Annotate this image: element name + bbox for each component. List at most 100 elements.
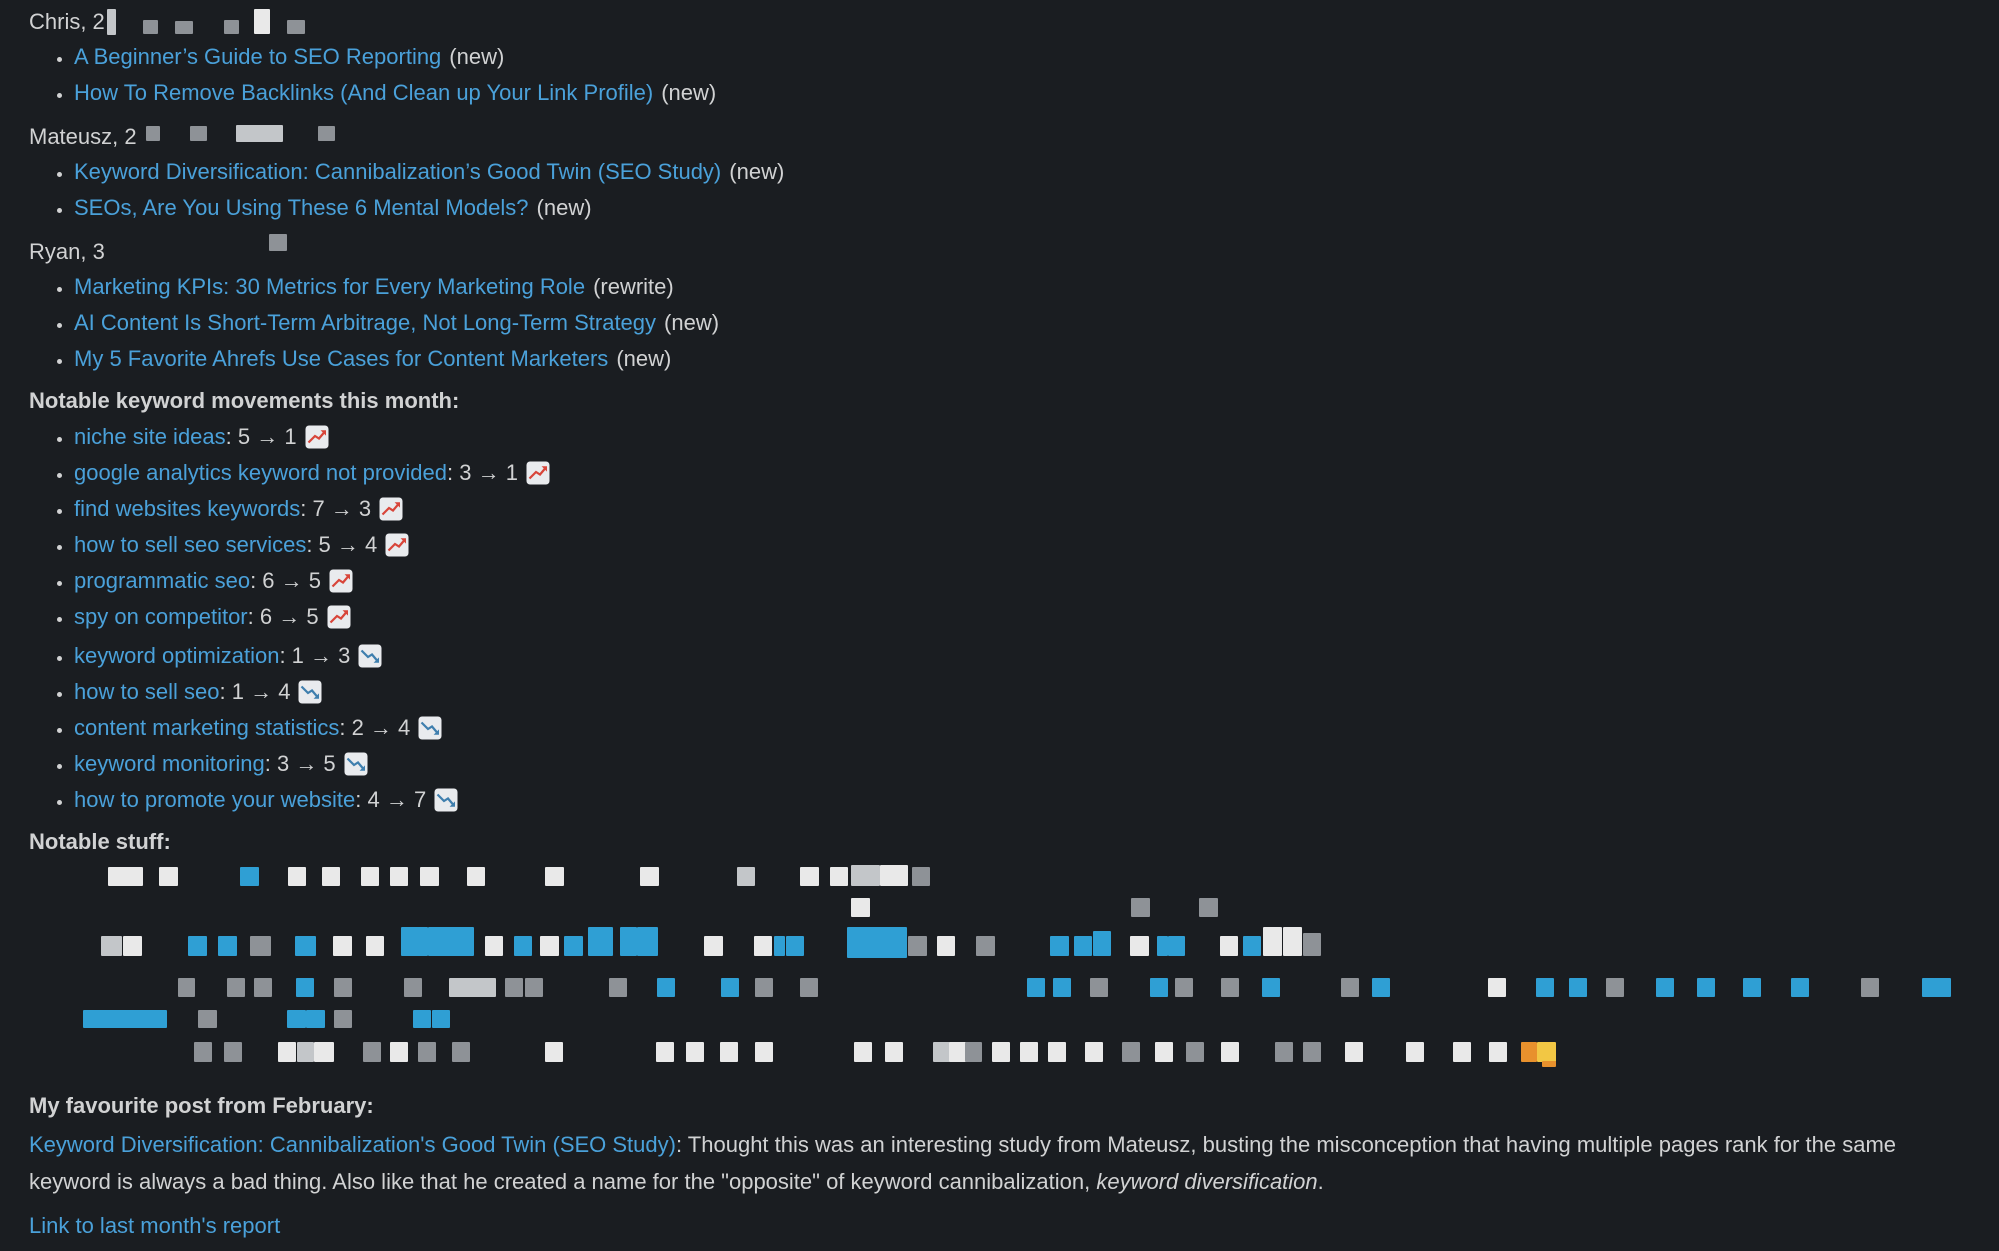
redacted-block <box>1283 927 1302 956</box>
redacted-block <box>236 125 283 142</box>
redacted-block <box>1743 978 1761 997</box>
favourite-post-link[interactable]: Keyword Diversification: Cannibalization… <box>29 1132 676 1157</box>
keyword-link[interactable]: find websites keywords <box>74 496 301 521</box>
post-link[interactable]: Keyword Diversification: Cannibalization… <box>74 159 722 184</box>
redacted-block <box>334 978 352 997</box>
post-list-mateusz: Keyword Diversification: Cannibalization… <box>29 158 1969 221</box>
redacted-block <box>1569 978 1587 997</box>
redacted-block <box>108 867 143 886</box>
redacted-block <box>1542 1061 1556 1067</box>
redacted-block <box>1606 978 1624 997</box>
redacted-block <box>933 1042 950 1062</box>
redacted-block <box>1074 936 1092 956</box>
redacted-block <box>1186 1042 1204 1062</box>
movement-item: keyword monitoring: 3 → 5 <box>74 750 1969 777</box>
redacted-block <box>1221 978 1239 997</box>
keyword-link[interactable]: content marketing statistics <box>74 715 340 740</box>
post-link[interactable]: SEOs, Are You Using These 6 Mental Model… <box>74 195 529 220</box>
redacted-block <box>420 867 439 886</box>
redacted-block <box>143 20 158 34</box>
redacted-block <box>361 867 379 886</box>
redacted-block <box>452 1042 470 1062</box>
redacted-block <box>1536 978 1554 997</box>
favourite-post-paragraph: Keyword Diversification: Cannibalization… <box>29 1126 1969 1200</box>
redacted-block <box>1157 936 1168 956</box>
movement-change: : 3 → 5 <box>264 751 336 776</box>
redacted-block <box>101 936 122 956</box>
redacted-block <box>937 936 955 956</box>
post-list-chris: A Beginner’s Guide to SEO Reporting (new)… <box>29 43 1969 106</box>
keyword-link[interactable]: programmatic seo <box>74 568 251 593</box>
redacted-block <box>1221 1042 1239 1062</box>
chart-down-icon <box>434 788 458 812</box>
post-link[interactable]: A Beginner’s Guide to SEO Reporting <box>74 44 442 69</box>
keyword-movements-heading: Notable keyword movements this month: <box>29 388 460 413</box>
post-link[interactable]: How To Remove Backlinks (And Clean up Yo… <box>74 80 654 105</box>
redacted-block <box>1521 1042 1537 1062</box>
redacted-block <box>1345 1042 1363 1062</box>
favourite-post-text: : Thought this was an interesting study … <box>29 1132 1897 1194</box>
redacted-block <box>467 867 485 886</box>
redacted-heading-text <box>29 8 1969 36</box>
redacted-block <box>333 936 352 956</box>
movement-item: how to sell seo: 1 → 4 <box>74 678 1969 705</box>
keyword-link[interactable]: google analytics keyword not provided <box>74 460 448 485</box>
redacted-block <box>1168 936 1185 956</box>
keyword-link[interactable]: keyword optimization <box>74 643 280 668</box>
redacted-block <box>949 1042 967 1062</box>
redacted-block <box>885 1042 903 1062</box>
post-tag: (new) <box>664 310 720 335</box>
redacted-block <box>1537 1042 1556 1062</box>
post-link[interactable]: Marketing KPIs: 30 Metrics for Every Mar… <box>74 274 586 299</box>
favourite-post-heading: My favourite post from February: <box>29 1093 374 1118</box>
post-item: How To Remove Backlinks (And Clean up Yo… <box>74 79 1969 106</box>
redacted-block <box>721 978 739 997</box>
favourite-post-italic: keyword diversification <box>1096 1169 1318 1194</box>
redacted-block <box>224 1042 242 1062</box>
movement-item: keyword optimization: 1 → 3 <box>74 642 1969 669</box>
chart-up-icon <box>385 533 409 557</box>
redacted-block <box>218 936 237 956</box>
post-item: Marketing KPIs: 30 Metrics for Every Mar… <box>74 273 1969 300</box>
keyword-link[interactable]: spy on competitor <box>74 604 248 629</box>
redacted-block <box>334 1010 352 1028</box>
keyword-link[interactable]: how to sell seo <box>74 679 220 704</box>
movement-item: how to sell seo services: 5 → 4 <box>74 531 1969 558</box>
movement-item: google analytics keyword not provided: 3… <box>74 459 1969 486</box>
redacted-block <box>485 936 503 956</box>
redacted-block <box>322 867 340 886</box>
post-item: SEOs, Are You Using These 6 Mental Model… <box>74 194 1969 221</box>
redacted-block <box>390 867 408 886</box>
redacted-block <box>965 1042 982 1062</box>
keyword-link[interactable]: how to sell seo services <box>74 532 307 557</box>
redacted-block <box>588 927 613 956</box>
redacted-block <box>1934 978 1951 997</box>
keyword-movements-down-list: keyword optimization: 1 → 3 how to sell … <box>29 642 1969 813</box>
last-month-report-link[interactable]: Link to last month's report <box>29 1213 281 1238</box>
post-item: My 5 Favorite Ahrefs Use Cases for Conte… <box>74 345 1969 372</box>
keyword-link[interactable]: keyword monitoring <box>74 751 265 776</box>
post-link[interactable]: AI Content Is Short-Term Arbitrage, Not … <box>74 310 657 335</box>
redacted-block <box>449 978 496 997</box>
post-list-ryan: Marketing KPIs: 30 Metrics for Every Mar… <box>29 273 1969 372</box>
keyword-link[interactable]: niche site ideas <box>74 424 226 449</box>
chart-up-icon <box>305 425 329 449</box>
movement-item: programmatic seo: 6 → 5 <box>74 567 1969 594</box>
redacted-block <box>545 1042 563 1062</box>
redacted-block <box>686 1042 704 1062</box>
redacted-block <box>288 867 306 886</box>
redacted-block <box>1341 978 1359 997</box>
post-tag: (rewrite) <box>593 274 674 299</box>
redacted-block <box>318 126 335 141</box>
redacted-block <box>1155 1042 1173 1062</box>
movement-change: : 6 → 5 <box>247 604 319 629</box>
author-heading-text: Chris, 2 <box>29 9 105 34</box>
redacted-block <box>830 867 848 886</box>
post-link[interactable]: My 5 Favorite Ahrefs Use Cases for Conte… <box>74 346 609 371</box>
redacted-block <box>1372 978 1390 997</box>
movement-change: : 2 → 4 <box>339 715 411 740</box>
keyword-link[interactable]: how to promote your website <box>74 787 356 812</box>
redacted-block <box>1150 978 1168 997</box>
redacted-block <box>851 898 870 917</box>
movement-item: content marketing statistics: 2 → 4 <box>74 714 1969 741</box>
